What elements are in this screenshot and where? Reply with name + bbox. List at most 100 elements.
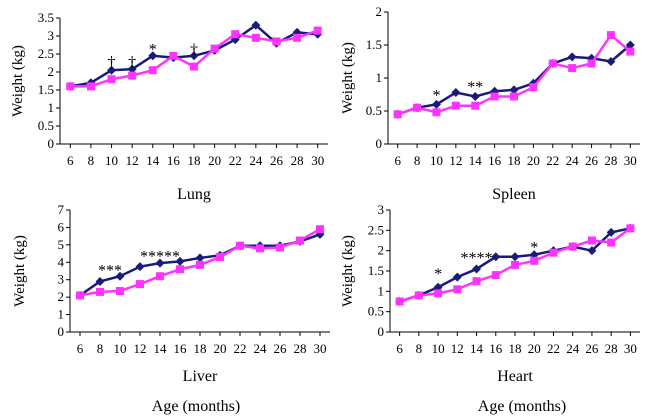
x-tick-label: 14	[146, 153, 160, 168]
x-tick-label: 28	[605, 341, 618, 356]
data-point-square	[530, 256, 539, 265]
x-axis-label: Age (months)	[152, 398, 240, 415]
y-tick-label: 6	[58, 219, 65, 234]
x-tick-label: 24	[566, 341, 580, 356]
data-point-square	[472, 277, 481, 286]
x-tick-label: 30	[624, 153, 637, 168]
x-tick-label: 20	[528, 341, 541, 356]
x-tick-label: 16	[488, 153, 502, 168]
significance-marker: †	[108, 54, 116, 71]
y-tick-label: 2	[48, 64, 55, 79]
x-tick-label: 26	[585, 341, 599, 356]
y-tick-label: 5	[58, 237, 65, 252]
data-point-diamond	[567, 52, 577, 62]
x-tick-label: 12	[449, 153, 462, 168]
data-point-diamond	[189, 51, 199, 61]
x-tick-label: 18	[188, 153, 201, 168]
data-point-square	[453, 285, 462, 294]
y-axis-label: Weight (kg)	[10, 45, 26, 117]
y-tick-label: 7	[58, 202, 65, 217]
x-tick-label: 10	[105, 153, 118, 168]
data-point-diamond	[587, 246, 597, 256]
x-tick-label: 14	[154, 341, 168, 356]
data-point-diamond	[155, 258, 165, 268]
x-tick-label: 10	[430, 153, 443, 168]
significance-marker: †	[128, 54, 136, 71]
data-point-diamond	[472, 264, 482, 274]
y-axis-label: Weight (kg)	[340, 235, 356, 307]
chart-panel-spleen: 00.511.526 8 10 12 14 16 18 20 22 24 26 28 30Weight …	[340, 4, 640, 203]
data-point-square	[107, 75, 116, 84]
data-point-square	[216, 253, 224, 262]
data-point-square	[490, 92, 499, 101]
x-tick-label: 22	[547, 341, 560, 356]
y-tick-label: 2.5	[38, 46, 54, 61]
data-point-square	[471, 101, 480, 110]
x-tick-label: 24	[254, 341, 268, 356]
data-point-square	[568, 242, 577, 251]
chart-panel-heart: 0 0.5 1 1.5 2 2.5 3 6 8 10 12 14 16 18 20 22 24 26 28 30 Wei…	[340, 202, 640, 385]
data-point-diamond	[251, 20, 261, 30]
data-point-square	[451, 101, 460, 110]
x-tick-label: 6	[396, 341, 403, 356]
x-tick-label: 28	[291, 153, 304, 168]
data-point-square	[587, 59, 596, 68]
x-tick-label: 22	[546, 153, 559, 168]
x-tick-label: 8	[88, 153, 95, 168]
x-tick-label: 10	[114, 341, 127, 356]
y-tick-label: 0.5	[366, 103, 382, 118]
data-point-square	[313, 26, 322, 35]
data-point-square	[626, 47, 635, 56]
y-tick-label: 2	[58, 289, 65, 304]
data-point-square	[116, 287, 124, 296]
data-point-diamond	[606, 227, 616, 237]
x-tick-label: 24	[249, 153, 263, 168]
data-point-square	[136, 280, 144, 289]
x-tick-label: 18	[508, 153, 521, 168]
y-tick-label: 0.5	[38, 118, 54, 133]
data-point-diamond	[452, 272, 462, 282]
x-tick-label: 6	[67, 153, 74, 168]
x-tick-label: 10	[432, 341, 445, 356]
x-tick-label: 6	[77, 341, 84, 356]
y-tick-label: 1.5	[368, 263, 384, 278]
data-point-diamond	[491, 252, 501, 262]
chart-panel-lung: 0 0.5 1 1.5 2 2.5 3 3.5 6 8 10 12 14 16 18 20 22 24 26 28 30…	[10, 10, 328, 203]
x-tick-label: 26	[270, 153, 284, 168]
y-tick-label: 1.5	[38, 82, 54, 97]
data-point-square	[196, 260, 204, 269]
data-point-square	[296, 236, 304, 245]
x-tick-label: 20	[527, 153, 540, 168]
data-point-square	[607, 238, 616, 247]
data-point-square	[156, 272, 164, 281]
x-tick-label: 8	[97, 341, 104, 356]
data-point-square	[236, 241, 244, 250]
data-point-square	[549, 248, 558, 257]
panel-caption: Spleen	[492, 186, 536, 203]
x-tick-label: 16	[174, 341, 188, 356]
data-point-square	[414, 291, 423, 300]
y-tick-label: 0	[48, 136, 55, 151]
significance-marker: *****	[140, 248, 180, 265]
y-tick-label: 2.5	[368, 222, 384, 237]
y-axis-label: Weight (kg)	[340, 42, 356, 114]
data-point-diamond	[195, 253, 205, 263]
data-point-square	[210, 44, 219, 53]
x-tick-label: 28	[294, 341, 307, 356]
y-tick-label: 3	[48, 28, 55, 43]
y-tick-label: 0	[58, 324, 65, 339]
data-point-square	[231, 30, 240, 39]
x-tick-label: 14	[470, 341, 484, 356]
data-point-square	[293, 33, 302, 42]
y-tick-label: 1	[376, 70, 383, 85]
x-tick-label: 20	[214, 341, 227, 356]
data-point-square	[606, 31, 615, 40]
x-tick-label: 20	[208, 153, 221, 168]
data-point-square	[393, 110, 402, 119]
x-tick-label: 6	[394, 153, 401, 168]
significance-marker: ****	[461, 250, 493, 267]
x-tick-label: 12	[451, 341, 464, 356]
data-point-square	[316, 225, 324, 234]
y-tick-label: 2	[378, 243, 385, 258]
